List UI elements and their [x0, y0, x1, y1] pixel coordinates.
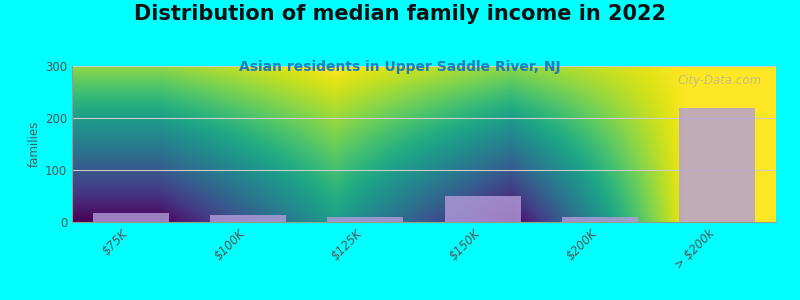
Bar: [210, 215, 286, 222]
Bar: [562, 217, 638, 222]
Bar: [445, 196, 521, 222]
Bar: [327, 217, 403, 222]
Text: City-Data.com: City-Data.com: [678, 74, 762, 87]
Bar: [93, 213, 169, 222]
Text: Distribution of median family income in 2022: Distribution of median family income in …: [134, 4, 666, 25]
Y-axis label: families: families: [28, 121, 41, 167]
Text: Asian residents in Upper Saddle River, NJ: Asian residents in Upper Saddle River, N…: [239, 60, 561, 74]
Bar: [679, 108, 755, 222]
